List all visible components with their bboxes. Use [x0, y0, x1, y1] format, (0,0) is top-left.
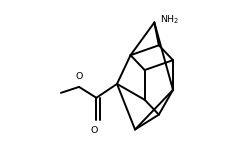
Text: NH$_2$: NH$_2$	[160, 13, 180, 26]
Text: O: O	[75, 72, 83, 81]
Text: O: O	[91, 126, 98, 135]
